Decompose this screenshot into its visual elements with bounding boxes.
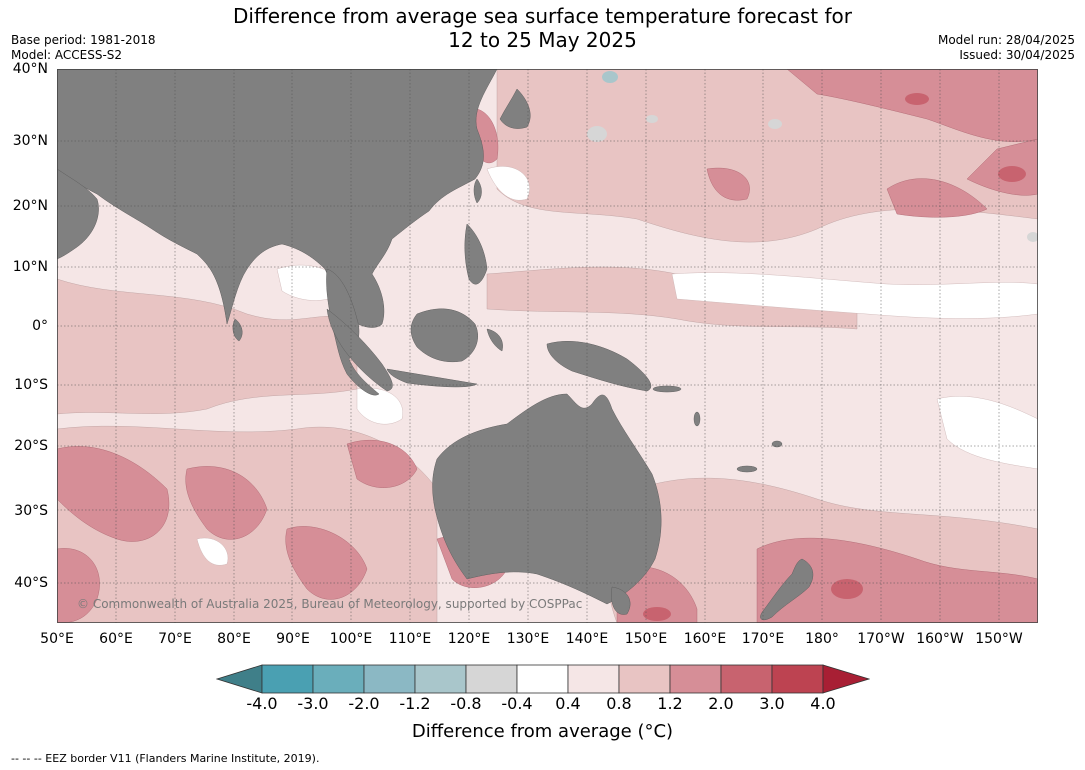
colorbar-segment: [567, 664, 620, 694]
land-borneo: [410, 308, 478, 363]
lon-label: 120°E: [447, 631, 491, 647]
lon-label: 130°E: [506, 631, 550, 647]
title-line-2: 12 to 25 May 2025: [448, 28, 637, 52]
colorbar-tick: -2.0: [348, 694, 380, 713]
lon-label: 170°E: [741, 631, 785, 647]
eez-legend: -- -- -- EEZ border V11 (Flanders Marine…: [11, 752, 320, 765]
cool-anomaly-patch: [602, 71, 618, 83]
colorbar-tick: -1.2: [399, 694, 431, 713]
anomaly-band-2-0-3-0: [643, 93, 1026, 621]
lat-label: 20°S: [14, 438, 48, 454]
lat-label: 30°N: [12, 133, 48, 149]
colorbar-segment: [516, 664, 569, 694]
land-new-caledonia: [736, 465, 758, 473]
copyright-credit: © Commonwealth of Australia 2025, Bureau…: [77, 597, 583, 611]
lat-label: 30°S: [14, 503, 48, 519]
lat-label: 20°N: [12, 198, 48, 214]
colorbar-label: Difference from average (°C): [411, 721, 674, 742]
lat-label: 0°: [32, 318, 48, 334]
land-new-zealand: [760, 558, 814, 621]
colorbar-tick: 0.8: [606, 694, 632, 713]
colorbar: [216, 664, 870, 694]
lon-label: 180°: [805, 631, 839, 647]
colorbar-segment: [261, 664, 314, 694]
land-java: [386, 368, 478, 388]
sst-anomaly-map: [57, 69, 1038, 623]
colorbar-segment: [465, 664, 518, 694]
land-sumatra: [326, 308, 393, 392]
land-sri-lanka: [232, 318, 243, 342]
lat-label: 10°N: [12, 259, 48, 275]
meta-left: Base period: 1981-2018 Model: ACCESS-S2: [11, 33, 156, 63]
colorbar-segment: [414, 664, 467, 694]
colorbar-segment: [363, 664, 416, 694]
lon-label: 100°E: [329, 631, 373, 647]
land-sulawesi: [486, 328, 503, 352]
colorbar-tick: -0.4: [501, 694, 533, 713]
colorbar-tick: -0.8: [450, 694, 482, 713]
land-tasmania: [611, 586, 631, 615]
land-arabia: [57, 168, 99, 260]
lat-label: 40°S: [14, 575, 48, 591]
colorbar-segment: [618, 664, 671, 694]
lon-label: 90°E: [276, 631, 310, 647]
colorbar-extend-low: [216, 664, 263, 694]
map-frame: [57, 69, 1038, 623]
land-new-guinea: [546, 341, 652, 392]
land-philippines: [464, 223, 488, 285]
title-line-1: Difference from average sea surface temp…: [232, 4, 852, 28]
map-title: Difference from average sea surface temp…: [0, 4, 1085, 52]
colorbar-extend-high: [822, 664, 870, 694]
lon-label: 170°W: [857, 631, 905, 647]
lon-label: 50°E: [40, 631, 74, 647]
colorbar-tick: -4.0: [246, 694, 278, 713]
land-australia: [432, 393, 662, 605]
colorbar-tick: 3.0: [759, 694, 785, 713]
base-period: Base period: 1981-2018: [11, 33, 156, 47]
lon-label: 150°E: [624, 631, 668, 647]
colorbar-tick: -3.0: [297, 694, 329, 713]
colorbar-segment: [771, 664, 824, 694]
lat-label: 10°S: [14, 377, 48, 393]
land-japan: [499, 88, 531, 129]
anomaly-band-neutral: [196, 166, 1038, 566]
land: [57, 69, 814, 621]
colorbar-segment: [720, 664, 773, 694]
land-taiwan: [473, 178, 482, 204]
lon-label: 70°E: [158, 631, 192, 647]
lon-label: 160°W: [916, 631, 964, 647]
colorbar-segment: [669, 664, 722, 694]
lat-label: 40°N: [12, 61, 48, 77]
colorbar-tick: 0.4: [555, 694, 581, 713]
land-fiji: [771, 440, 783, 448]
lon-label: 160°E: [683, 631, 727, 647]
colorbar-tick: 4.0: [810, 694, 836, 713]
anomaly-band-negative: [587, 115, 1038, 242]
issued-date: Issued: 30/04/2025: [959, 48, 1075, 62]
colorbar-segment: [312, 664, 365, 694]
graticule: [57, 69, 1038, 623]
lon-label: 80°E: [217, 631, 251, 647]
colorbar-tick: 2.0: [708, 694, 734, 713]
land-vanuatu: [693, 411, 701, 427]
lon-label: 60°E: [99, 631, 133, 647]
model-run: Model run: 28/04/2025: [937, 33, 1075, 47]
colorbar-tick: 1.2: [657, 694, 683, 713]
lon-label: 150°W: [975, 631, 1023, 647]
land-solomon-islands: [652, 385, 682, 393]
model-name: Model: ACCESS-S2: [11, 48, 123, 62]
meta-right: Model run: 28/04/2025 Issued: 30/04/2025: [938, 33, 1075, 63]
lon-label: 110°E: [388, 631, 432, 647]
lon-label: 140°E: [565, 631, 609, 647]
